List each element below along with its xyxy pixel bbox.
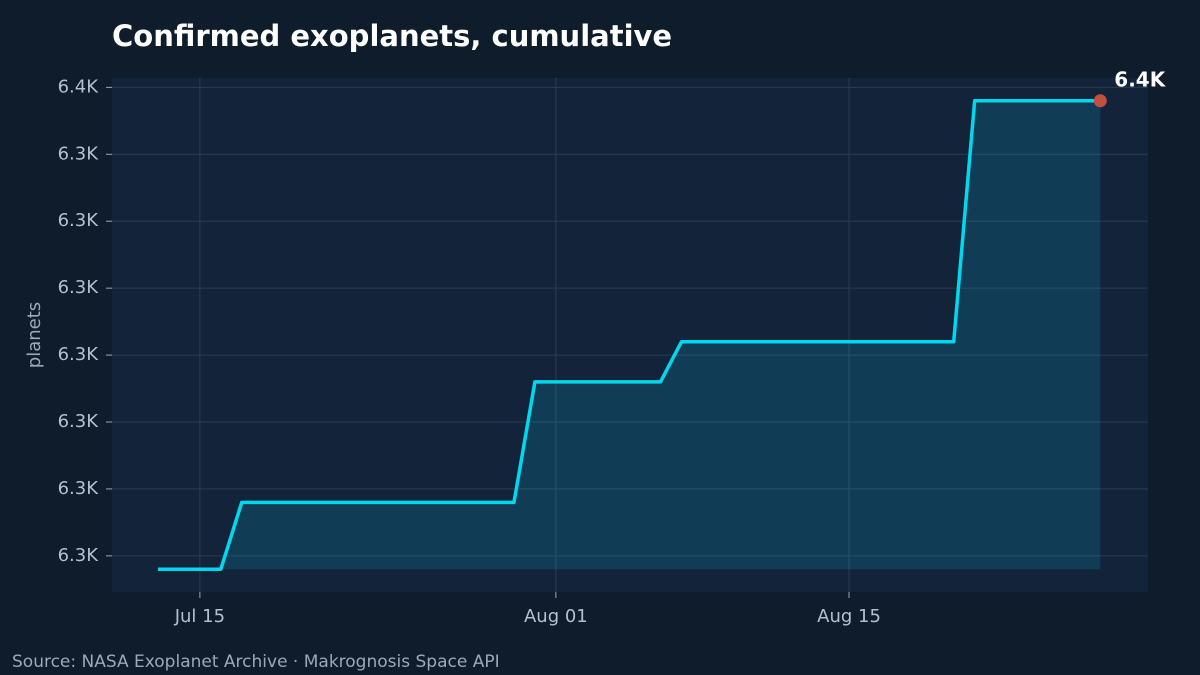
y-axis-label: planets: [24, 302, 45, 368]
x-tick-label: Aug 01: [524, 606, 588, 627]
y-tick-label: 6.3K: [58, 478, 100, 499]
highlight-label: 6.4K: [1114, 67, 1166, 91]
highlight-point: [1093, 94, 1107, 108]
y-tick-label: 6.3K: [58, 277, 100, 298]
chart-title: Confirmed exoplanets, cumulative: [112, 19, 672, 53]
line: [158, 99, 1101, 571]
y-tick-label: 6.3K: [58, 545, 100, 566]
plot-area: [112, 78, 1148, 592]
y-tick-label: 6.4K: [58, 76, 100, 97]
area: [158, 100, 1101, 570]
y-tick-label: 6.3K: [58, 344, 100, 365]
y-tick-label: 6.3K: [58, 210, 100, 231]
source: Source: NASA Exoplanet Archive · Makrogn…: [12, 652, 500, 672]
y-tick-label: 6.3K: [58, 143, 100, 164]
x-tick-label: Jul 15: [174, 606, 225, 627]
y-tick-label: 6.3K: [58, 411, 100, 432]
x-tick-label: Aug 15: [817, 606, 881, 627]
